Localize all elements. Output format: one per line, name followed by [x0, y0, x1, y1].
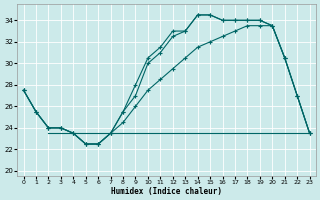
X-axis label: Humidex (Indice chaleur): Humidex (Indice chaleur): [111, 187, 222, 196]
